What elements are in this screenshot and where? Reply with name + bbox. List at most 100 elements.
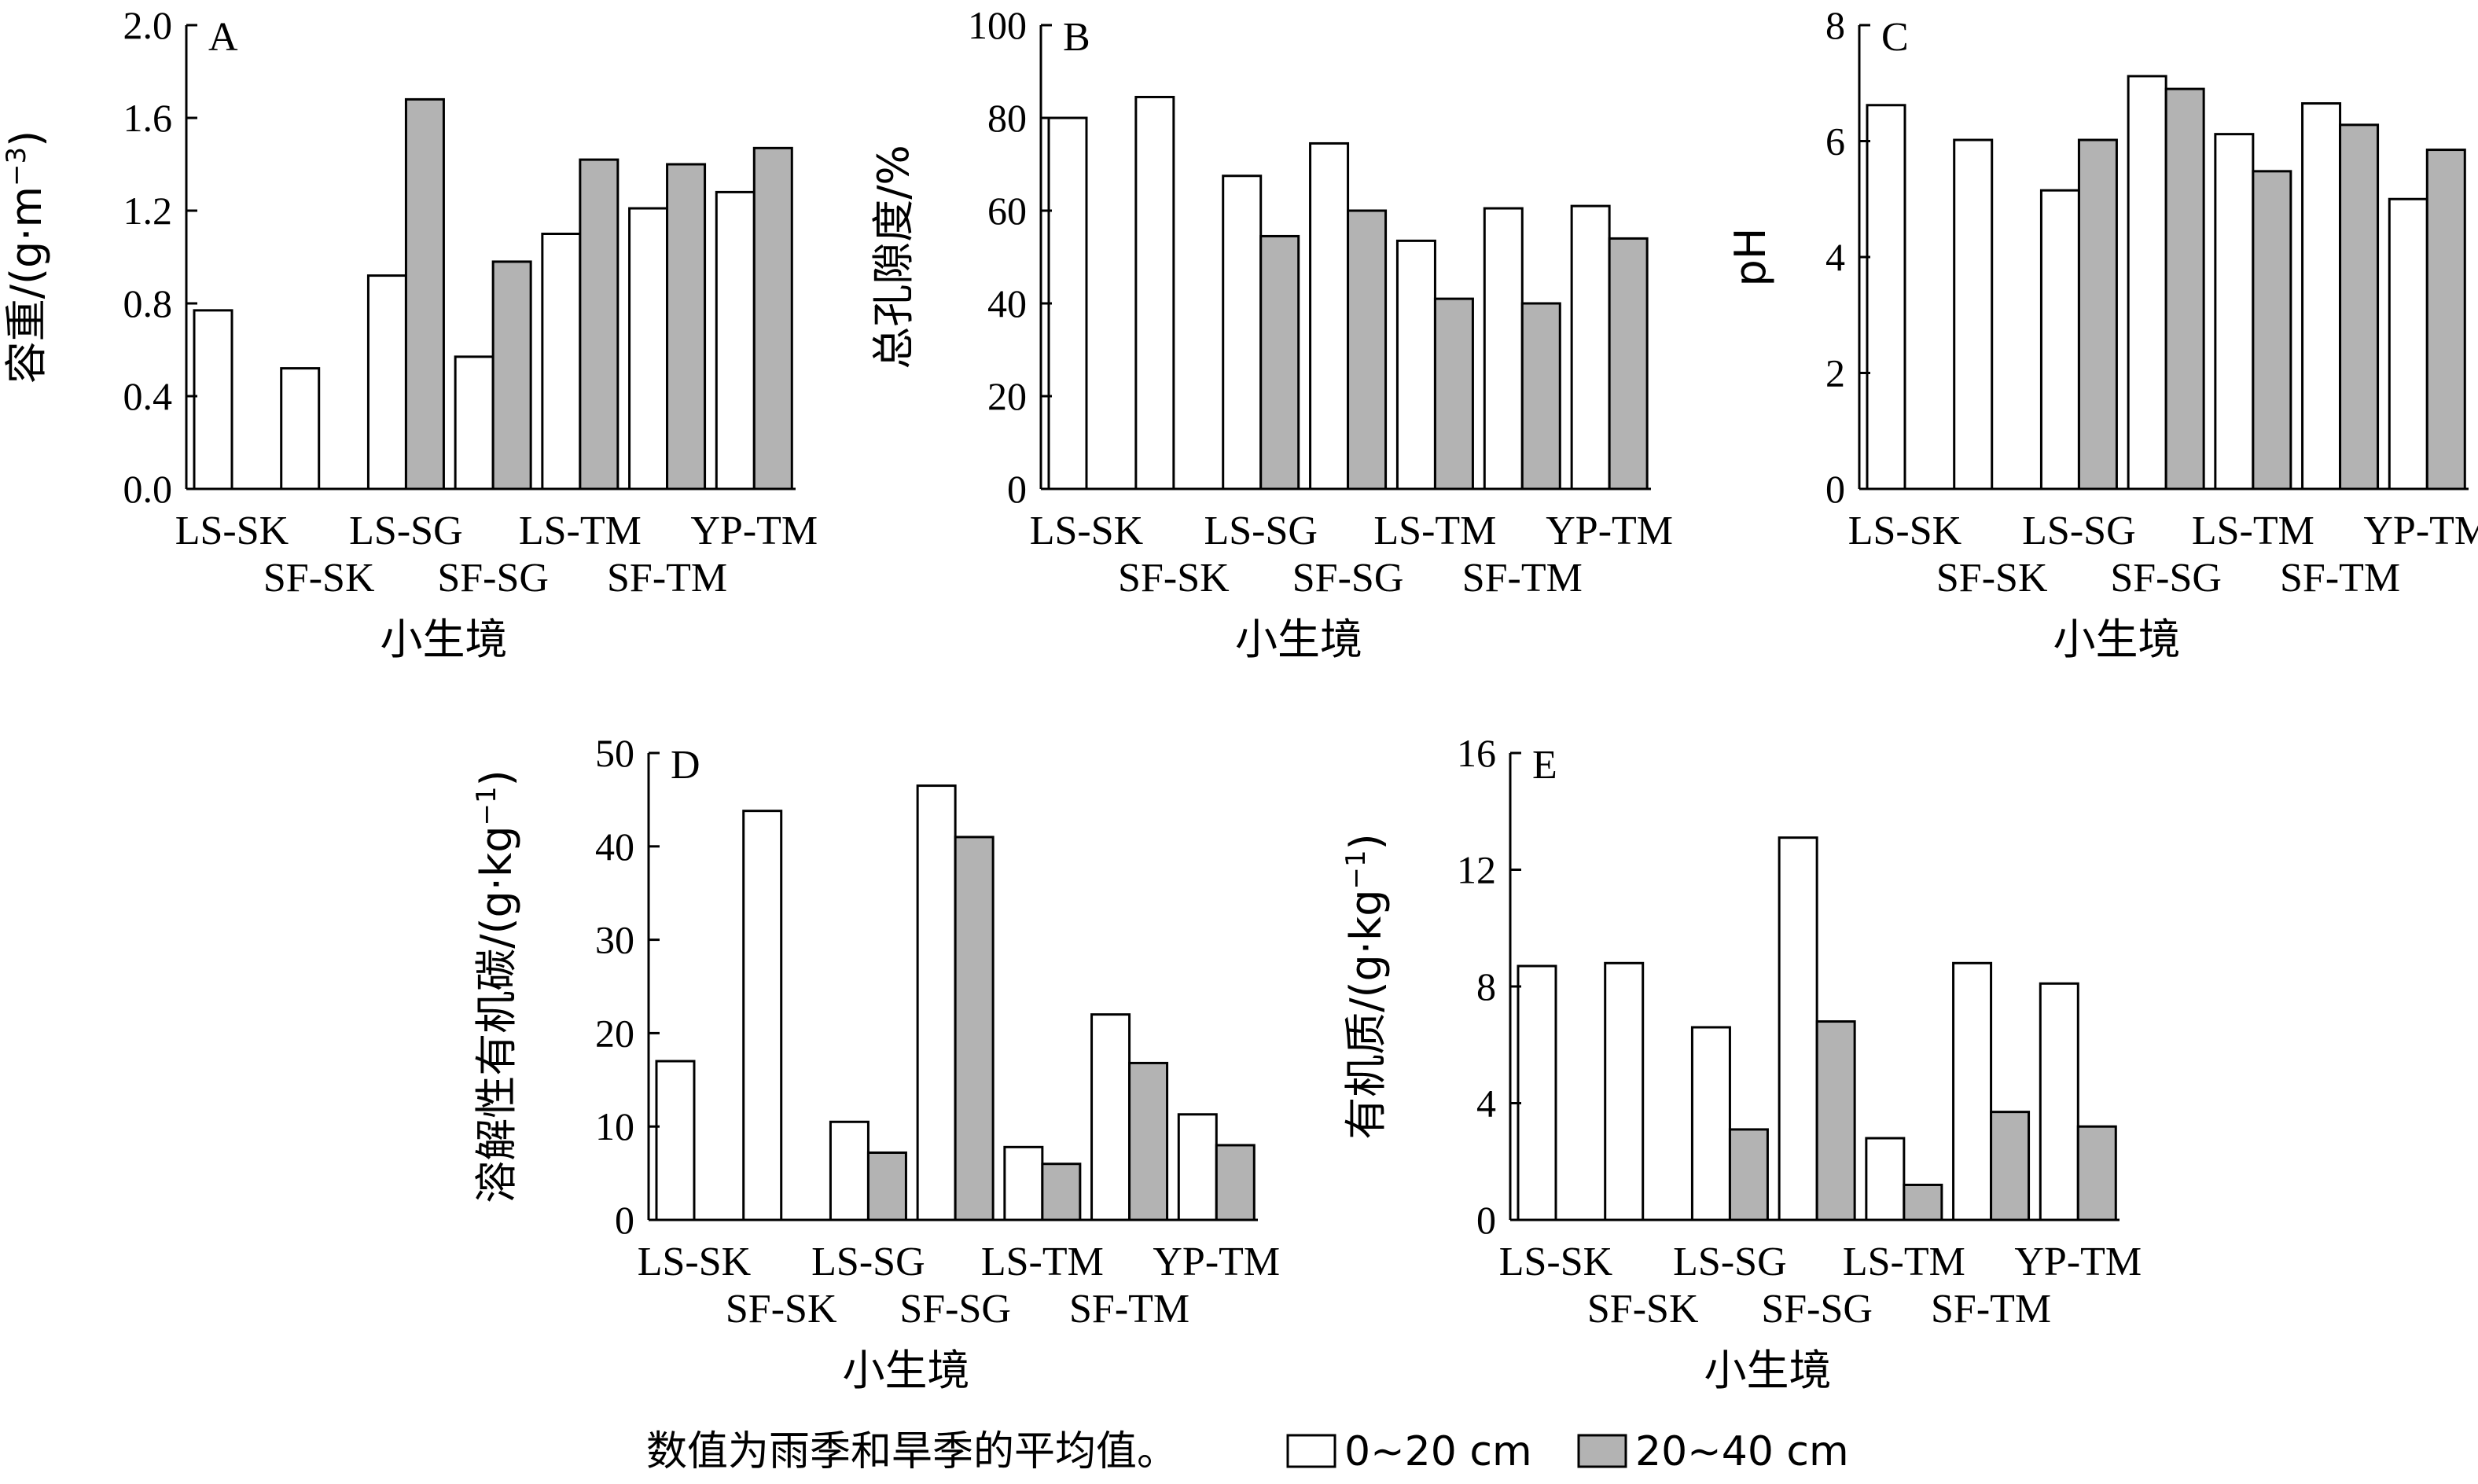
- bar-b-sf-tm-0-20cm: [1483, 207, 1524, 490]
- legend-swatch-0-20cm: [1286, 1434, 1336, 1468]
- y-tick-label-c: 8: [1825, 3, 1845, 47]
- y-tick-label-e: 8: [1476, 964, 1496, 1008]
- category-label-e: SF-SK: [1587, 1287, 1699, 1332]
- y-tick-label-a: 1.6: [123, 96, 173, 140]
- category-label-d: YP-TM: [1153, 1240, 1280, 1284]
- bar-d-ls-sg-20-40cm: [866, 1151, 907, 1221]
- category-label-e: YP-TM: [2014, 1240, 2142, 1284]
- category-label-d: LS-TM: [981, 1240, 1104, 1284]
- panel-d: 0 10 20 30 40 50 D LS-SKSF-SKLS-SGSF-SGLS-TMSF-…: [471, 731, 1280, 1395]
- y-tick-label-a: 0.4: [123, 374, 173, 418]
- category-label-d: SF-SK: [726, 1287, 837, 1332]
- panel-b: 0 20 40 60 80 100 B LS-SKSF-SKLS-SGSF-SGLS-TMSF…: [869, 3, 1673, 664]
- category-label-c: SF-TM: [2280, 556, 2400, 601]
- bar-e-yp-tm-0-20cm: [2039, 982, 2079, 1221]
- y-tick-label-e: 12: [1457, 848, 1496, 892]
- bar-c-sf-sg-0-20cm: [2127, 75, 2167, 490]
- category-label-d: LS-SK: [638, 1240, 752, 1284]
- bar-e-ls-sg-0-20cm: [1690, 1026, 1731, 1221]
- bar-b-ls-tm-0-20cm: [1395, 239, 1436, 490]
- legend-swatch-20-40cm: [1577, 1434, 1627, 1468]
- y-axis-title-d: 溶解性有机碳/(g·kg−1): [471, 770, 521, 1203]
- category-label-b: LS-TM: [1373, 509, 1496, 553]
- bar-a-sf-sg-0-20cm: [454, 355, 494, 490]
- bar-e-ls-sg-20-40cm: [1728, 1128, 1769, 1221]
- bar-b-yp-tm-20-40cm: [1608, 237, 1649, 490]
- bar-b-ls-sg-0-20cm: [1222, 174, 1263, 490]
- y-tick-label-c: 2: [1825, 351, 1845, 395]
- category-label-b: LS-SK: [1030, 509, 1144, 553]
- bar-b-sf-sg-20-40cm: [1347, 209, 1388, 490]
- y-tick-label-d: 50: [595, 731, 634, 775]
- category-label-e: LS-SG: [1673, 1240, 1786, 1284]
- category-label-d: SF-TM: [1069, 1287, 1189, 1332]
- y-tick-label-b: 60: [987, 189, 1027, 233]
- category-label-e: LS-SK: [1499, 1240, 1613, 1284]
- bar-b-yp-tm-0-20cm: [1570, 204, 1611, 490]
- category-label-a: SF-SK: [263, 556, 375, 601]
- panel-label-c: C: [1881, 15, 1909, 60]
- bar-c-sf-sk-0-20cm: [1953, 138, 1994, 490]
- x-axis-title-e: 小生境: [1704, 1346, 1832, 1395]
- panel-label-e: E: [1532, 743, 1557, 788]
- bar-d-yp-tm-20-40cm: [1215, 1144, 1256, 1221]
- category-label-c: YP-TM: [2363, 509, 2478, 553]
- bar-e-sf-tm-0-20cm: [1952, 961, 1993, 1221]
- bar-a-ls-tm-20-40cm: [579, 158, 620, 490]
- bar-b-sf-sk-0-20cm: [1134, 95, 1175, 490]
- category-label-b: YP-TM: [1546, 509, 1673, 553]
- bar-a-yp-tm-0-20cm: [715, 190, 756, 490]
- bar-d-ls-sk-0-20cm: [655, 1060, 696, 1221]
- panel-label-a: A: [208, 15, 238, 60]
- bar-b-sf-tm-20-40cm: [1520, 302, 1561, 490]
- bar-e-sf-sg-20-40cm: [1815, 1020, 1856, 1221]
- bar-d-sf-sg-20-40cm: [954, 836, 995, 1221]
- panel-e: 0 4 8 12 16 E LS-SKSF-SKLS-SGSF-SGLS-TMSF-TMYP…: [1340, 731, 2142, 1395]
- bar-e-ls-tm-20-40cm: [1903, 1183, 1943, 1221]
- y-tick-label-d: 30: [595, 918, 634, 962]
- bar-c-ls-sg-0-20cm: [2039, 189, 2080, 490]
- bar-e-yp-tm-20-40cm: [2076, 1125, 2117, 1221]
- bar-e-sf-sk-0-20cm: [1604, 961, 1645, 1221]
- category-label-e: LS-TM: [1843, 1240, 1965, 1284]
- x-axis-title-b: 小生境: [1235, 615, 1362, 664]
- y-axis-title-e: 有机质/(g·kg−1): [1340, 833, 1391, 1139]
- legend-note: 数值为雨季和旱季的平均值。: [646, 1428, 1178, 1475]
- legend: 数值为雨季和旱季的平均值。 0~20 cm 20~40 cm: [646, 1428, 1849, 1475]
- bar-c-yp-tm-20-40cm: [2425, 149, 2466, 490]
- panels: 0.00.40.81.21.62.0 ALS-SKSF-SKLS-SGSF-SGL…: [1, 3, 2478, 1395]
- category-label-a: LS-SG: [349, 509, 462, 553]
- bar-c-sf-sg-20-40cm: [2164, 87, 2205, 490]
- y-tick-label-d: 10: [595, 1104, 634, 1148]
- y-tick-label-c: 4: [1825, 235, 1845, 279]
- bar-c-sf-tm-0-20cm: [2301, 102, 2342, 490]
- bar-c-ls-tm-20-40cm: [2252, 170, 2292, 490]
- bar-d-sf-tm-0-20cm: [1090, 1013, 1131, 1221]
- bar-d-sf-sg-0-20cm: [916, 784, 957, 1221]
- y-tick-label-b: 20: [987, 374, 1027, 418]
- bar-a-sf-sg-20-40cm: [491, 260, 532, 490]
- panel-a: 0.0 0.4 0.8 1.2 1.6 2.0 A LS-SKSF-SKLS-SGSF-SGL…: [1, 3, 818, 664]
- bar-e-sf-tm-20-40cm: [1990, 1111, 2031, 1221]
- y-tick-label-e: 0: [1476, 1198, 1496, 1242]
- category-label-a: LS-SK: [175, 509, 289, 553]
- x-axis-title-d: 小生境: [843, 1346, 970, 1395]
- y-tick-label-c: 6: [1825, 119, 1845, 163]
- bar-a-sf-tm-0-20cm: [628, 207, 669, 490]
- bar-d-sf-sk-0-20cm: [742, 810, 783, 1221]
- bar-b-ls-sg-20-40cm: [1259, 234, 1300, 490]
- category-label-a: SF-TM: [607, 556, 727, 601]
- bar-b-ls-tm-20-40cm: [1433, 297, 1474, 490]
- y-tick-label-e: 16: [1457, 731, 1496, 775]
- bar-d-sf-tm-20-40cm: [1128, 1061, 1169, 1221]
- category-label-b: SF-SG: [1292, 556, 1404, 601]
- x-axis-title-a: 小生境: [381, 615, 508, 664]
- bar-b-sf-sg-0-20cm: [1309, 141, 1350, 490]
- y-tick-label-c: 0: [1825, 467, 1845, 511]
- y-tick-label-d: 0: [615, 1198, 634, 1242]
- bar-a-ls-sg-0-20cm: [366, 274, 407, 490]
- category-label-b: LS-SG: [1204, 509, 1317, 553]
- y-tick-label-a: 1.2: [123, 189, 173, 233]
- category-label-e: SF-TM: [1931, 1287, 2051, 1332]
